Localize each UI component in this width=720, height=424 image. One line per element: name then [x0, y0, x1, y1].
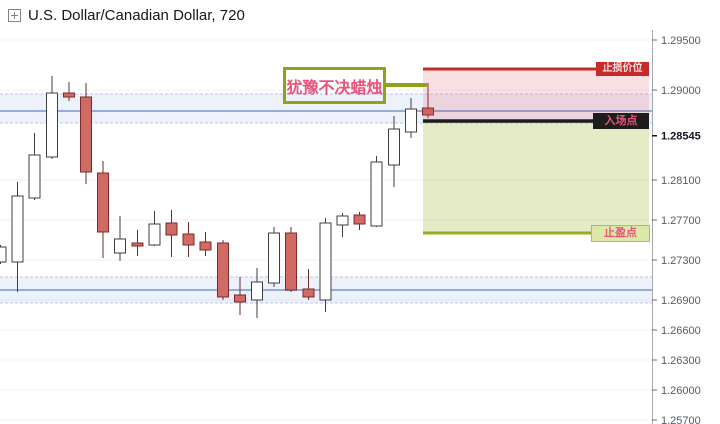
stop-loss-badge[interactable]: 止损价位: [596, 62, 649, 76]
price-tick-label: 1.26300: [661, 355, 701, 367]
price-tick-label: 1.26900: [661, 295, 701, 307]
price-tick-label: 1.29000: [661, 85, 701, 97]
take-profit-badge[interactable]: 止盈点: [591, 224, 650, 242]
indecision-candle-label-text: 犹豫不决蜡烛: [286, 79, 383, 97]
entry-point-badge[interactable]: 入场点: [593, 113, 649, 129]
plus-box-icon: [8, 9, 21, 22]
price-axis[interactable]: 1.29500 1.29000 1.28100 1.27700 1.27300 1.269…: [652, 0, 720, 424]
short-position-tool[interactable]: [423, 67, 649, 235]
current-price-label: 1.28545: [661, 131, 701, 143]
price-tick-label: 1.26600: [661, 325, 701, 337]
symbol-title[interactable]: U.S. Dollar/Canadian Dollar, 720: [8, 7, 245, 24]
price-tick-label: 1.25700: [661, 415, 701, 424]
symbol-title-text: U.S. Dollar/Canadian Dollar, 720: [28, 7, 245, 24]
price-tick-label: 1.29500: [661, 35, 701, 47]
price-tick-label: 1.27300: [661, 255, 701, 267]
indecision-candle-label[interactable]: 犹豫不决蜡烛: [283, 67, 386, 104]
candlesticks[interactable]: [0, 76, 434, 318]
price-tick-label: 1.27700: [661, 215, 701, 227]
price-tick-label: 1.26000: [661, 385, 701, 397]
price-tick-label: 1.28100: [661, 175, 701, 187]
annotation-pointer-line[interactable]: [386, 83, 427, 87]
